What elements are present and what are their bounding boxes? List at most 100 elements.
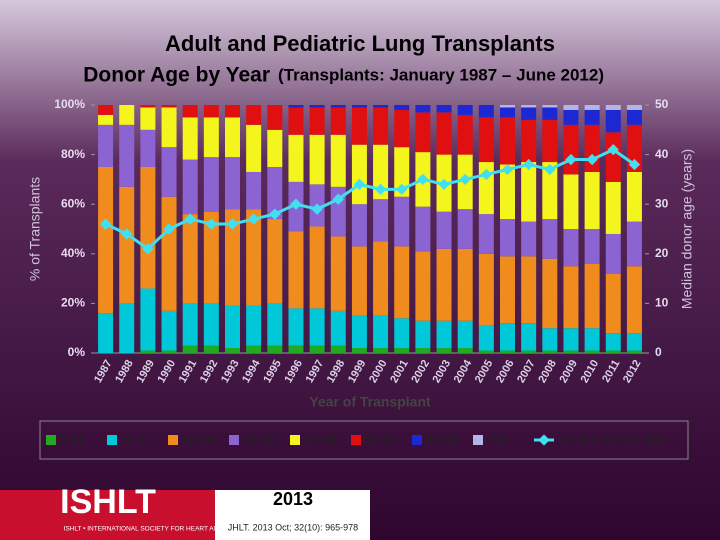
line-marker — [247, 213, 260, 225]
bar-segment — [394, 147, 410, 197]
bar-segment — [182, 345, 198, 353]
bar-segment — [161, 350, 177, 353]
line-marker — [586, 153, 598, 166]
line-marker — [142, 243, 154, 255]
bar-segment — [626, 109, 642, 125]
bar-segment — [415, 112, 431, 153]
bar-segment — [457, 114, 473, 155]
bar-segment — [203, 303, 219, 346]
bar-segment — [373, 348, 389, 353]
line-marker — [184, 213, 196, 225]
bar-segment — [521, 221, 537, 257]
y-tick-label: 60% — [61, 196, 85, 210]
bar-segment — [98, 105, 114, 115]
bar-segment — [330, 105, 346, 108]
citation-box — [215, 490, 370, 540]
bar-segment — [584, 350, 600, 353]
bar-segment — [436, 320, 452, 349]
bar-segment — [500, 350, 515, 353]
citation: JHLT. 2013 Oct; 32(10): 965-978 — [228, 522, 358, 532]
bar-segment — [98, 313, 114, 353]
bar-segment — [436, 248, 452, 321]
bar-segment — [246, 209, 262, 306]
line-marker — [353, 178, 366, 191]
bar-segment — [182, 303, 198, 346]
line-marker — [163, 223, 175, 235]
bar-segment — [225, 348, 240, 353]
bar-segment — [288, 345, 304, 353]
bar-segment — [140, 350, 156, 353]
bar-segment — [309, 134, 325, 185]
y2-tick-label: 40 — [655, 147, 669, 161]
bar-segment — [542, 350, 558, 353]
bar-segment — [563, 328, 579, 351]
bar-segment — [182, 117, 198, 160]
bar-segment — [584, 263, 600, 329]
line-marker — [438, 178, 450, 191]
bar-segment — [140, 107, 156, 130]
bar-segment — [542, 119, 558, 163]
bar-segment — [140, 129, 156, 167]
bar-segment — [309, 107, 325, 135]
bar-segment — [500, 323, 515, 351]
line-marker — [332, 193, 344, 205]
bar-segment — [584, 109, 600, 125]
bar-segment — [563, 105, 579, 110]
line-marker — [311, 203, 323, 215]
bar-segment — [584, 229, 600, 264]
line-marker — [396, 183, 408, 195]
bar-segment — [119, 105, 135, 125]
bar-segment — [394, 109, 410, 148]
bar-segment — [351, 144, 367, 205]
bar-segment — [330, 134, 346, 187]
bar-segment — [394, 318, 410, 349]
chart-subtitle: Donor Age by Year — [83, 64, 270, 87]
line-marker — [290, 198, 302, 210]
bar-segment — [542, 162, 558, 220]
legend-label: 12-17 — [120, 431, 153, 446]
line-marker — [628, 158, 641, 171]
bar-segment — [605, 105, 621, 110]
bar-segment — [351, 204, 367, 247]
legend-label: 60-65 — [425, 431, 458, 446]
bar-segment — [182, 214, 198, 304]
bar-segment — [436, 211, 452, 249]
bar-segment — [203, 117, 219, 158]
legend-swatch — [46, 435, 56, 445]
line-marker — [501, 163, 514, 176]
bar-segment — [373, 199, 389, 242]
bar-segment — [478, 253, 494, 326]
bar-segment — [309, 226, 325, 309]
bar-segment — [605, 181, 621, 234]
bar-segment — [436, 105, 452, 113]
bar-segment — [203, 211, 219, 304]
bar-segment — [415, 320, 431, 349]
bar-segment — [521, 105, 537, 108]
legend-label: 18-29 — [181, 431, 214, 446]
bar-segment — [203, 345, 219, 353]
bar-segment — [309, 345, 325, 353]
line-marker — [459, 173, 471, 186]
bar-segment — [246, 171, 262, 210]
bar-segment — [203, 105, 219, 118]
legend-label: 50-59 — [364, 431, 397, 446]
legend-swatch — [412, 435, 422, 445]
bar-segment — [563, 174, 579, 229]
bar-segment — [542, 107, 558, 120]
bar-segment — [161, 107, 177, 148]
bar-segment — [351, 315, 367, 349]
chart-subtitle-detail: (Transplants: January 1987 – June 2012) — [278, 65, 604, 84]
logo-block — [0, 490, 215, 540]
bar-segment — [626, 350, 642, 353]
bar-segment — [626, 171, 642, 222]
bar-segment — [225, 105, 240, 118]
legend-swatch — [473, 435, 483, 445]
legend-swatch — [229, 435, 239, 445]
bar-segment — [394, 196, 410, 247]
bar-segment — [500, 256, 515, 324]
bar-segment — [161, 310, 177, 351]
legend-swatch — [351, 435, 361, 445]
bar-segment — [563, 350, 579, 353]
bar-segment — [478, 350, 494, 353]
bar-segment — [246, 305, 262, 346]
